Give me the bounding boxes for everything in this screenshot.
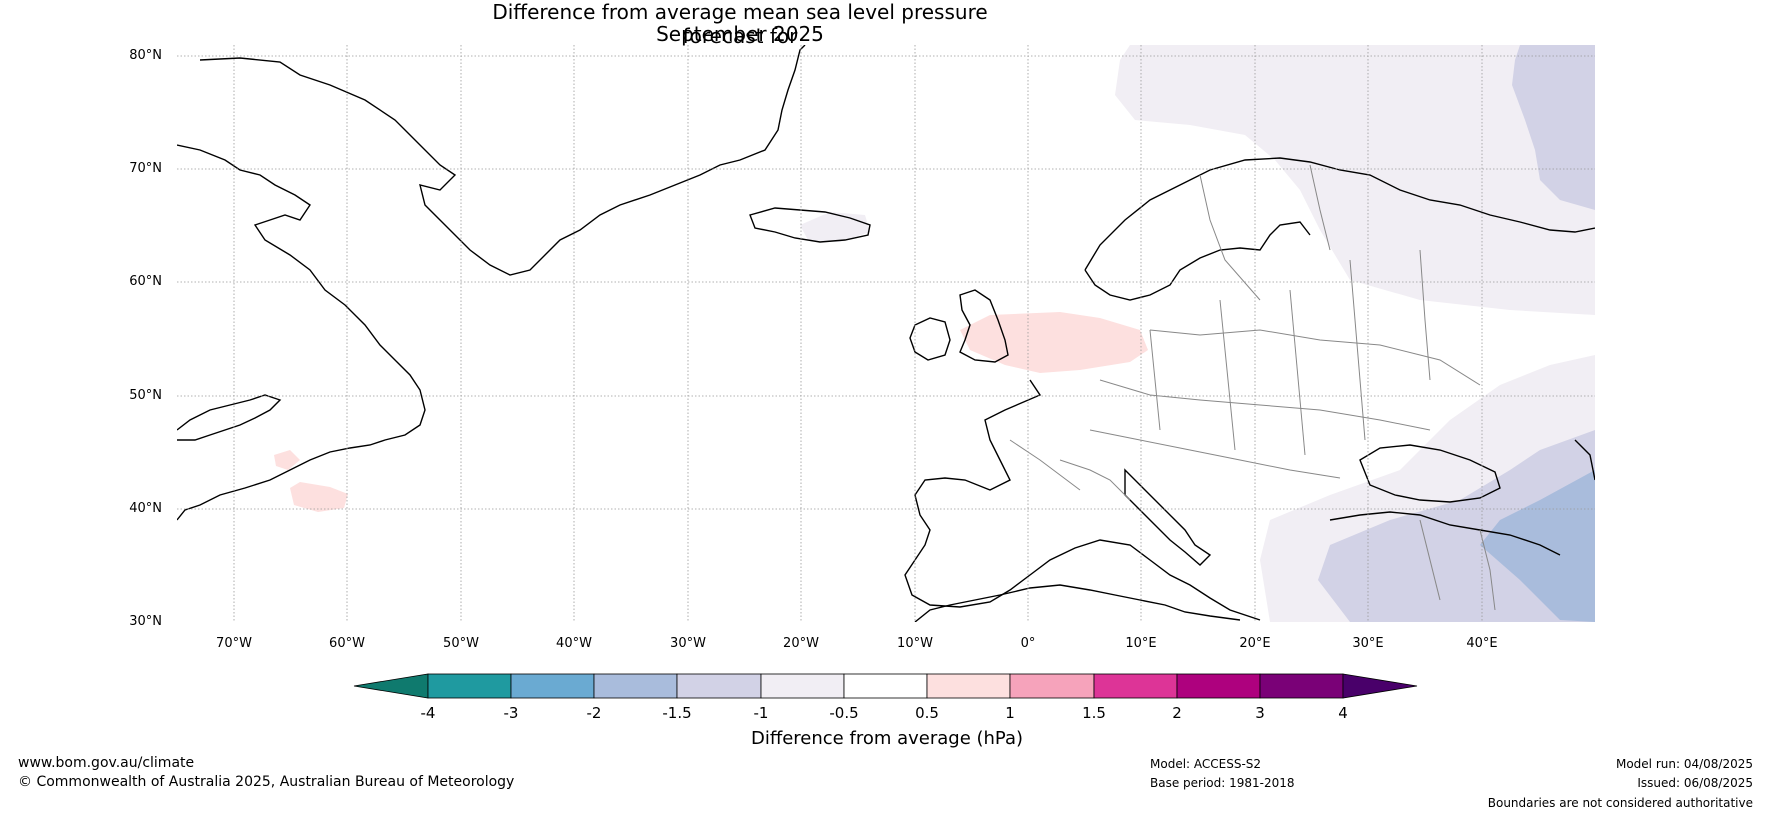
lat-label-30n: 30°N	[129, 614, 162, 629]
colorbar-tick: -4	[420, 704, 436, 722]
colorbar-tick: -1.5	[662, 704, 692, 722]
lon-label-40e: 40°E	[1466, 636, 1498, 651]
lat-label-60n: 60°N	[129, 274, 162, 289]
colorbar-tick: 2	[1172, 704, 1182, 722]
issued-text: Issued: 06/08/2025	[1637, 776, 1753, 790]
lon-label-30e: 30°E	[1352, 636, 1384, 651]
anomaly-shading	[274, 45, 1595, 622]
anomaly-region-blue-south	[1480, 470, 1595, 622]
lon-label-0: 0°	[1020, 636, 1036, 651]
colorbar-tick: 3	[1255, 704, 1265, 722]
colorbar-arrow-high	[1342, 673, 1418, 699]
colorbar-segment-6	[843, 673, 928, 699]
colorbar-title: Difference from average (hPa)	[750, 728, 1024, 749]
colorbar-tick: 1.5	[1082, 704, 1106, 722]
lon-label-70w: 70°W	[216, 636, 252, 651]
colorbar-segment-8	[1009, 673, 1095, 699]
lon-label-30w: 30°W	[670, 636, 706, 651]
lon-label-10e: 10°E	[1125, 636, 1157, 651]
country-borders	[1009, 164, 1496, 611]
colorbar-segment-7	[926, 673, 1011, 699]
lon-label-10w: 10°W	[897, 636, 933, 651]
colorbar-segment-3	[593, 673, 678, 699]
colorbar-segment-2	[510, 673, 595, 699]
graticule	[177, 45, 1595, 622]
colorbar-segment-4	[676, 673, 762, 699]
map-plot-area	[177, 45, 1595, 622]
colorbar-tick: -2	[586, 704, 602, 722]
anomaly-region-pink-atlantic	[290, 482, 348, 512]
map-title-line-2: September 2025	[656, 22, 824, 46]
anomaly-region-light-lavender-north	[1115, 45, 1595, 315]
lon-label-60w: 60°W	[329, 636, 365, 651]
colorbar	[353, 673, 1418, 699]
anomaly-region-pink-nova-scotia	[274, 450, 300, 470]
model-run-text: Model run: 04/08/2025	[1615, 757, 1753, 771]
colorbar-tick: -1	[753, 704, 769, 722]
colorbar-segment-1	[427, 673, 512, 699]
copyright-text: © Commonwealth of Australia 2025, Austra…	[18, 774, 515, 790]
coastlines	[177, 45, 1595, 622]
lat-label-70n: 70°N	[129, 161, 162, 176]
colorbar-segment-5	[760, 673, 845, 699]
colorbar-arrow-low	[353, 673, 429, 699]
lat-label-50n: 50°N	[129, 388, 162, 403]
base-period-text: Base period: 1981-2018	[1150, 776, 1295, 790]
colorbar-segment-11	[1259, 673, 1344, 699]
lon-label-20e: 20°E	[1239, 636, 1271, 651]
boundaries-disclaimer: Boundaries are not considered authoritat…	[1487, 796, 1753, 810]
colorbar-segment-10	[1176, 673, 1261, 699]
colorbar-tick: -0.5	[829, 704, 859, 722]
map-title-line-1: Difference from average mean sea level p…	[492, 0, 988, 48]
anomaly-region-pink-uk	[960, 312, 1148, 373]
colorbar-tick: 0.5	[915, 704, 939, 722]
lat-label-80n: 80°N	[129, 48, 162, 63]
colorbar-segment-9	[1093, 673, 1178, 699]
lon-label-20w: 20°W	[783, 636, 819, 651]
model-text: Model: ACCESS-S2	[1150, 757, 1262, 771]
lat-label-40n: 40°N	[129, 501, 162, 516]
lon-label-50w: 50°W	[443, 636, 479, 651]
lon-label-40w: 40°W	[556, 636, 592, 651]
colorbar-tick: 4	[1338, 704, 1348, 722]
website-link[interactable]: www.bom.gov.au/climate	[18, 755, 195, 771]
colorbar-tick: 1	[1005, 704, 1015, 722]
colorbar-tick: -3	[503, 704, 519, 722]
